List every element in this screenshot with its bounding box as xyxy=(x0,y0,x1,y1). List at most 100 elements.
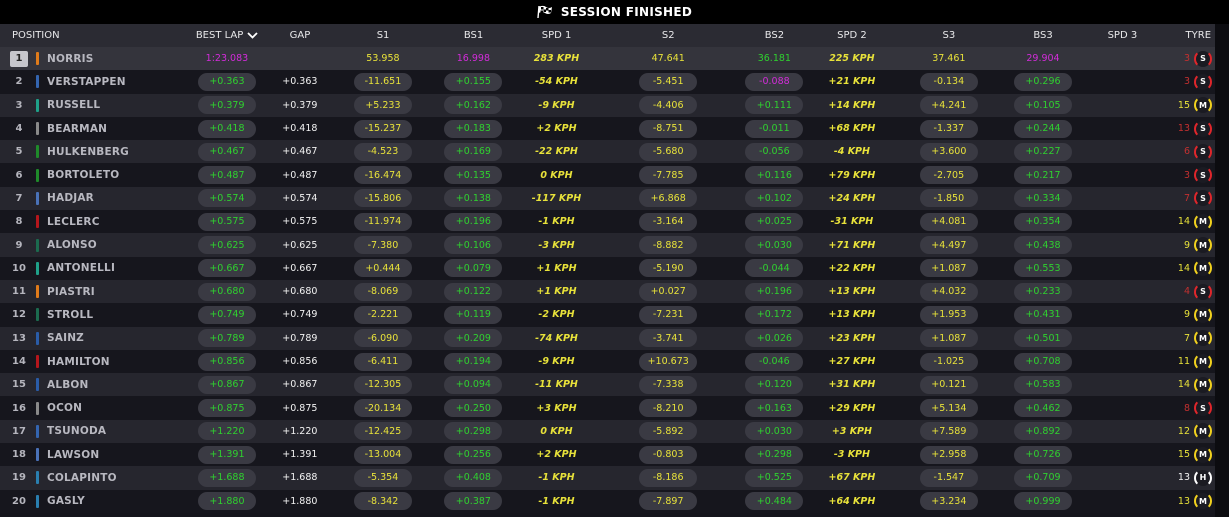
driver-name: OCON xyxy=(47,402,83,415)
driver-row-ocon[interactable]: 16 OCON +0.875 +0.875 -20.134 +0.250 +3 … xyxy=(0,396,1215,420)
col-header-tyre[interactable]: TYRE xyxy=(1185,30,1212,41)
tyre-laps: 3 xyxy=(1183,76,1190,88)
s3-cell: +4.081 xyxy=(891,210,1007,233)
driver-row-colapinto[interactable]: 19 COLAPINTO +1.688 +1.688 -5.354 +0.408… xyxy=(0,466,1215,490)
gap-value: +0.680 xyxy=(282,286,318,298)
bs2-value: -0.046 xyxy=(745,352,804,371)
spd1-cell: +2 KPH xyxy=(512,443,601,466)
col-header-s1[interactable]: S1 xyxy=(376,30,390,41)
s2-cell: -7.231 xyxy=(601,303,736,326)
bs2-cell: 36.181 xyxy=(736,47,814,70)
s2-value: -7.897 xyxy=(639,492,698,511)
tyre-cell: 13 S xyxy=(1166,117,1215,140)
driver-row-stroll[interactable]: 12 STROLL +0.749 +0.749 -2.221 +0.119 -2… xyxy=(0,303,1215,327)
s1-value: -4.523 xyxy=(353,142,412,161)
col-header-s2[interactable]: S2 xyxy=(661,30,675,41)
col-header-spd3[interactable]: SPD 3 xyxy=(1107,30,1138,41)
driver-row-lawson[interactable]: 18 LAWSON +1.391 +1.391 -13.004 +0.256 +… xyxy=(0,443,1215,467)
driver-name: ANTONELLI xyxy=(47,262,116,275)
bs3-cell: +0.334 xyxy=(1007,187,1079,210)
driver-row-hulkenberg[interactable]: 5 HULKENBERG +0.467 +0.467 -4.523 +0.169… xyxy=(0,140,1215,164)
bs3-value: +0.438 xyxy=(1013,236,1072,255)
driver-row-sainz[interactable]: 13 SAINZ +0.789 +0.789 -6.090 +0.209 -74… xyxy=(0,326,1215,350)
bs2-cell: +0.102 xyxy=(736,187,814,210)
tyre-medium-icon: M xyxy=(1194,375,1212,394)
col-header-s3[interactable]: S3 xyxy=(942,30,956,41)
s1-value: -7.380 xyxy=(353,236,412,255)
driver-row-bortoleto[interactable]: 6 BORTOLETO +0.487 +0.487 -16.474 +0.135… xyxy=(0,163,1215,187)
driver-row-bearman[interactable]: 4 BEARMAN +0.418 +0.418 -15.237 +0.183 +… xyxy=(0,116,1215,141)
s3-cell: -1.025 xyxy=(891,350,1007,373)
tyre-cell: 14 M xyxy=(1166,257,1215,280)
col-header-best-lap[interactable]: BEST LAP xyxy=(186,24,269,47)
position-cell: 11 PIASTRI xyxy=(0,280,185,303)
driver-row-russell[interactable]: 3 RUSSELL +0.379 +0.379 +5.233 +0.162 -9… xyxy=(0,93,1215,117)
s3-value: 37.461 xyxy=(932,53,966,65)
bs2-value: +0.030 xyxy=(745,236,804,255)
team-color-bar xyxy=(36,191,39,205)
col-header-bs2[interactable]: BS2 xyxy=(764,30,785,41)
gap-value: +0.487 xyxy=(282,169,318,181)
col-header-bs3[interactable]: BS3 xyxy=(1033,30,1053,41)
best-lap-value: +0.379 xyxy=(197,96,256,115)
position-cell: 4 BEARMAN xyxy=(0,117,185,140)
s2-value: -5.680 xyxy=(639,142,698,161)
col-header-bs1[interactable]: BS1 xyxy=(463,30,484,41)
team-color-bar xyxy=(36,401,39,415)
driver-row-antonelli[interactable]: 10 ANTONELLI +0.667 +0.667 +0.444 +0.079… xyxy=(0,256,1215,280)
gap-value: +0.418 xyxy=(282,123,318,135)
driver-row-norris[interactable]: 1 NORRIS 1:23.083 53.958 16.998 283 KPH … xyxy=(0,47,1215,71)
bs2-value: -0.011 xyxy=(745,119,804,138)
driver-row-gasly[interactable]: 20 GASLY +1.880 +1.880 -8.342 +0.387 -1 … xyxy=(0,489,1215,513)
col-header-position[interactable]: POSITION xyxy=(12,30,60,41)
spd2-cell: +27 KPH xyxy=(813,350,891,373)
tyre-laps: 7 xyxy=(1183,332,1190,344)
driver-row-albon[interactable]: 15 ALBON +0.867 +0.867 -12.305 +0.094 -1… xyxy=(0,373,1215,397)
col-header-gap[interactable]: GAP xyxy=(289,30,311,41)
s3-cell: +1.087 xyxy=(891,257,1007,280)
bs2-value: +0.025 xyxy=(745,212,804,231)
team-color-bar xyxy=(36,261,39,275)
spd1-value: -1 KPH xyxy=(538,216,575,228)
spd1-cell: +3 KPH xyxy=(512,396,601,419)
s1-cell: -15.237 xyxy=(331,117,434,140)
position-number: 7 xyxy=(15,192,23,204)
gap-value: +1.880 xyxy=(282,495,318,507)
col-header-spd2[interactable]: SPD 2 xyxy=(837,30,867,41)
bs3-value: 29.904 xyxy=(1026,53,1060,65)
spd1-value: +1 KPH xyxy=(536,262,577,274)
spd1-value: -117 KPH xyxy=(531,192,582,204)
driver-row-tsunoda[interactable]: 17 TSUNODA +1.220 +1.220 -12.425 +0.298 … xyxy=(0,419,1215,444)
bs3-cell: +0.438 xyxy=(1007,233,1079,256)
driver-name: LECLERC xyxy=(47,215,100,228)
gap-cell: +0.667 xyxy=(268,257,331,280)
driver-row-piastri[interactable]: 11 PIASTRI +0.680 +0.680 -8.069 +0.122 +… xyxy=(0,279,1215,304)
driver-row-alonso[interactable]: 9 ALONSO +0.625 +0.625 -7.380 +0.106 -3 … xyxy=(0,233,1215,257)
gap-cell: +0.789 xyxy=(268,327,331,350)
driver-row-verstappen[interactable]: 2 VERSTAPPEN +0.363 +0.363 -11.651 +0.15… xyxy=(0,70,1215,94)
driver-row-hamilton[interactable]: 14 HAMILTON +0.856 +0.856 -6.411 +0.194 … xyxy=(0,349,1215,374)
best-lap-value: +0.418 xyxy=(197,119,256,138)
position-number: 10 xyxy=(12,262,26,274)
s1-value: -16.474 xyxy=(353,166,412,185)
bs3-cell: +0.105 xyxy=(1007,94,1079,117)
position-cell: 19 COLAPINTO xyxy=(0,466,185,489)
tyre-cell: 13 H xyxy=(1166,466,1215,489)
team-color-bar xyxy=(36,285,39,299)
position-cell: 13 SAINZ xyxy=(0,327,185,350)
bs1-cell: +0.298 xyxy=(435,420,513,443)
bs2-cell: +0.116 xyxy=(736,163,814,186)
position-number: 11 xyxy=(12,286,26,298)
bs2-cell: +0.120 xyxy=(736,373,814,396)
best-lap-cell: 1:23.083 xyxy=(185,47,268,70)
col-header-spd1[interactable]: SPD 1 xyxy=(541,30,572,41)
s2-value: -3.164 xyxy=(639,212,698,231)
driver-row-leclerc[interactable]: 8 LECLERC +0.575 +0.575 -11.974 +0.196 -… xyxy=(0,210,1215,234)
driver-row-hadjar[interactable]: 7 HADJAR +0.574 +0.574 -15.806 +0.138 -1… xyxy=(0,186,1215,211)
s1-cell: -11.974 xyxy=(331,210,434,233)
best-lap-value: +0.467 xyxy=(197,142,256,161)
position-cell: 3 RUSSELL xyxy=(0,94,185,117)
gap-value: +0.875 xyxy=(282,402,318,414)
position-number: 19 xyxy=(12,472,26,484)
gap-cell: +1.220 xyxy=(268,420,331,443)
